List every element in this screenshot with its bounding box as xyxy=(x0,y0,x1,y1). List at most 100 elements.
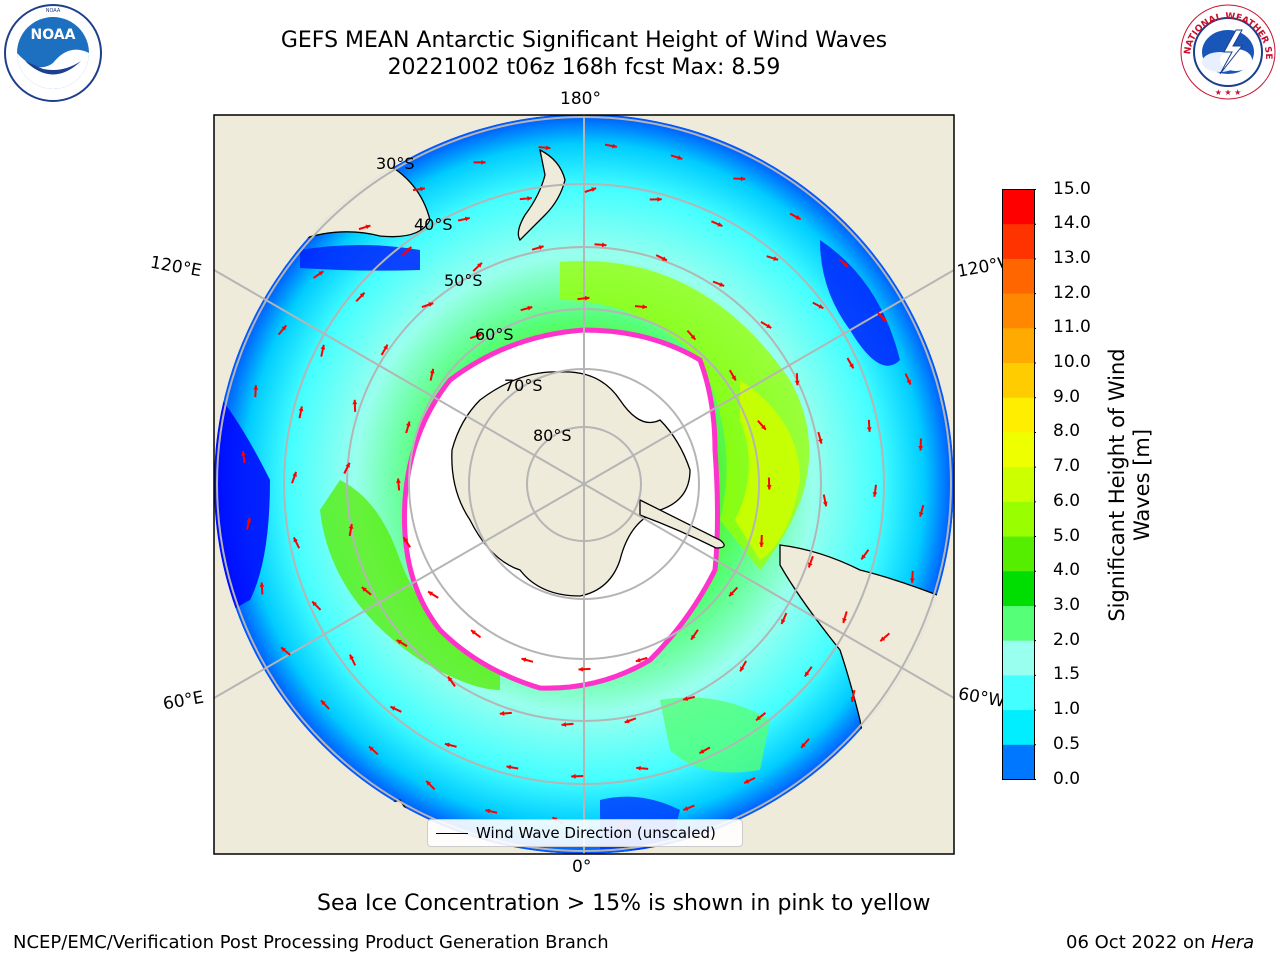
low-wave-patch-1 xyxy=(214,390,270,620)
wind-wave-arrowhead xyxy=(601,242,607,248)
footer-date: 06 Oct 2022 on Hera xyxy=(1066,932,1255,953)
colorbar-segment xyxy=(1002,467,1035,503)
colorbar-tick-label: 13.0 xyxy=(1053,247,1091,268)
wind-wave-arrowhead xyxy=(390,706,396,711)
colorbar-segment xyxy=(1002,536,1035,572)
colorbar-segment xyxy=(1002,224,1035,260)
wind-wave-arrowhead xyxy=(756,715,761,721)
wind-wave-arrowhead xyxy=(850,697,856,702)
wind-wave-arrowhead xyxy=(485,808,491,814)
footer-credit: NCEP/EMC/Verification Post Processing Pr… xyxy=(13,932,609,953)
wind-wave-arrowhead xyxy=(396,478,401,484)
wind-wave-arrowhead xyxy=(281,647,286,652)
wind-wave-arrowhead xyxy=(677,155,683,160)
chart-subtitle: 20221002 t06z 168h fcst Max: 8.59 xyxy=(387,55,781,80)
land-antarctic-peninsula xyxy=(639,498,725,549)
noaa-logo: NOAA NOAA xyxy=(4,4,102,102)
colorbar-tick-label: 4.0 xyxy=(1053,560,1081,581)
wind-wave-arrowhead xyxy=(320,700,326,706)
wind-wave-arrowhead xyxy=(804,671,810,677)
wind-wave-arrowhead xyxy=(241,451,246,456)
colorbar-tick-label: 3.0 xyxy=(1053,594,1081,615)
wind-wave-arrowhead xyxy=(527,305,533,311)
wind-wave-arrowhead xyxy=(444,742,450,748)
wind-wave-arrowhead xyxy=(591,187,597,192)
colorbar-tick-label: 0.5 xyxy=(1053,733,1081,754)
colorbar-tick-label: 14.0 xyxy=(1053,213,1091,234)
lon-label-180: 180° xyxy=(560,89,601,109)
wind-wave-arrowhead xyxy=(740,666,745,672)
chart-title: GEFS MEAN Antarctic Significant Height o… xyxy=(280,28,888,53)
wind-wave-arrowhead xyxy=(795,215,801,220)
colorbar-tick-label: 1.0 xyxy=(1053,699,1081,720)
wind-wave-arrowhead xyxy=(866,427,872,432)
wind-wave-arrowhead xyxy=(578,666,583,672)
wind-wave-arrowhead xyxy=(312,601,317,607)
wind-wave-arrowhead xyxy=(426,780,432,786)
wind-wave-arrowhead xyxy=(527,196,532,201)
wind-wave-arrowhead xyxy=(361,587,367,592)
low-wave-patch-2 xyxy=(820,240,900,366)
lat-label-50s: 50°S xyxy=(444,271,483,290)
wind-wave-arrowhead xyxy=(766,323,772,328)
wind-wave-arrowhead xyxy=(849,363,854,369)
colorbar-tick-label: 2.0 xyxy=(1053,629,1081,650)
wind-wave-arrowhead xyxy=(561,722,567,727)
wind-wave-arrowhead xyxy=(246,517,252,523)
sea-ice-caption: Sea Ice Concentration > 15% is shown in … xyxy=(317,891,931,916)
high-wave-band-south xyxy=(660,697,770,773)
wind-wave-arrowhead xyxy=(584,295,590,301)
wind-wave-arrowhead xyxy=(843,262,848,267)
colorbar-label: Significant Height of Wind Waves [m] xyxy=(1105,348,1154,622)
colorbar-segment xyxy=(1002,293,1035,329)
wind-wave-arrowhead xyxy=(781,618,786,624)
wind-wave-arrowhead xyxy=(861,554,866,560)
wind-wave-arrowhead xyxy=(396,639,402,645)
wind-wave-arrowhead xyxy=(918,446,924,451)
wind-wave-arrowhead xyxy=(545,145,551,151)
wind-wave-arrowhead xyxy=(538,245,544,250)
wind-wave-arrowhead xyxy=(842,618,847,623)
wind-wave-arrowhead xyxy=(636,765,641,771)
wind-wave-arrowhead xyxy=(818,438,823,444)
wind-wave-arrowhead xyxy=(612,143,617,149)
wind-wave-arrowhead xyxy=(464,216,470,222)
wind-wave-arrowhead xyxy=(571,773,576,779)
svg-text:★ ★ ★: ★ ★ ★ xyxy=(1215,88,1242,97)
wind-wave-arrowhead xyxy=(880,636,886,642)
wind-wave-arrowhead xyxy=(624,718,630,724)
colorbar-tick-label: 6.0 xyxy=(1053,490,1081,511)
wind-wave-arrowhead xyxy=(642,304,647,310)
colorbar-tick-label: 0.0 xyxy=(1053,768,1081,789)
wind-wave-arrowhead xyxy=(691,634,696,640)
land-antarctica xyxy=(451,371,691,597)
wind-wave-arrowhead xyxy=(744,779,750,784)
wind-wave-arrowhead xyxy=(740,176,746,182)
wind-wave-arrowhead xyxy=(320,344,326,350)
wind-wave-arrowhead xyxy=(683,806,689,811)
peak-wave-band xyxy=(735,380,800,560)
map-legend: Wind Wave Direction (unscaled) xyxy=(427,819,743,847)
wind-wave-arrowhead xyxy=(406,421,411,427)
wind-wave-arrowhead xyxy=(259,582,265,587)
svg-text:NOAA: NOAA xyxy=(46,8,61,14)
wind-wave-arrowhead xyxy=(690,334,696,340)
wind-wave-arrowhead xyxy=(521,657,527,663)
wind-wave-arrowhead xyxy=(822,501,828,507)
wind-wave-arrowhead xyxy=(909,578,915,583)
wind-wave-arrowhead xyxy=(731,375,736,381)
wind-wave-arrows xyxy=(241,143,925,828)
colorbar-segment xyxy=(1002,328,1035,364)
colorbar-tick-label: 7.0 xyxy=(1053,456,1081,477)
lat-label-80s: 80°S xyxy=(533,426,572,445)
wind-wave-arrowhead xyxy=(429,368,435,374)
colorbar xyxy=(1002,189,1036,780)
wind-wave-arrowhead xyxy=(359,292,365,298)
colorbar-segment xyxy=(1002,605,1035,642)
colorbar-tick-label: 8.0 xyxy=(1053,421,1081,442)
colorbar-segment xyxy=(1002,640,1035,676)
wind-wave-arrowhead xyxy=(759,542,764,547)
wind-wave-arrowhead xyxy=(348,524,354,529)
wind-wave-arrowhead xyxy=(761,424,766,430)
